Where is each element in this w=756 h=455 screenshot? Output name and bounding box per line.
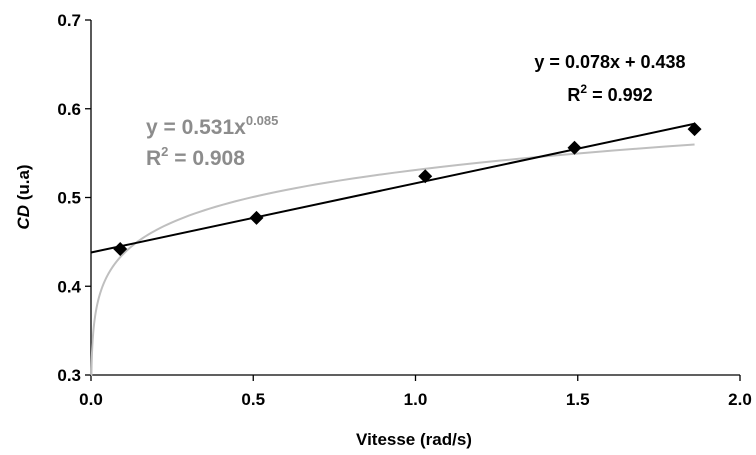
linear-trendline [90,122,695,254]
linear-r2-label: R [567,85,580,105]
data-points [113,122,702,256]
x-tick-label: 1.5 [566,390,590,409]
y-tick-label: 0.6 [57,100,81,119]
data-point-marker [249,210,264,225]
power-r2-value: = 0.908 [168,147,245,170]
linear-r2-value: = 0.992 [587,85,653,105]
data-point-marker [567,140,582,155]
x-tick-label: 2.0 [728,390,752,409]
power-trendline [90,143,695,376]
y-axis-title-unit: (u.a) [14,164,33,205]
data-point-marker [687,122,702,137]
linear-r2-exp: 2 [580,82,587,96]
x-tick-label: 0.5 [241,390,265,409]
trendlines [90,122,695,376]
y-tick-label: 0.4 [57,277,81,296]
x-tick-label: 0.0 [79,390,103,409]
power-equation: y = 0.531x0.085 [146,113,278,139]
linear-r2: R2 = 0.992 [567,82,652,105]
linear-equation: y = 0.078x + 0.438 [534,52,685,72]
power-equation-exp: 0.085 [246,113,279,128]
x-tick-label: 1.0 [404,390,428,409]
power-equation-base: y = 0.531x [146,116,246,139]
power-r2-label: R [146,147,161,170]
x-axis-title: Vitesse (rad/s) [356,430,472,449]
data-point-marker [418,169,433,184]
power-r2: R2 = 0.908 [146,144,245,170]
y-tick-label: 0.7 [57,11,81,30]
y-tick-label: 0.3 [57,366,81,385]
axes: 0.3 0.4 0.5 0.6 0.7 0.0 0.5 1.0 1.5 2.0 [57,11,751,409]
y-axis-title: CD (u.a) [14,164,33,229]
y-axis-title-main: CD [14,205,33,230]
data-point-marker [113,241,128,256]
y-tick-label: 0.5 [57,189,81,208]
power-r2-exp: 2 [161,144,168,159]
